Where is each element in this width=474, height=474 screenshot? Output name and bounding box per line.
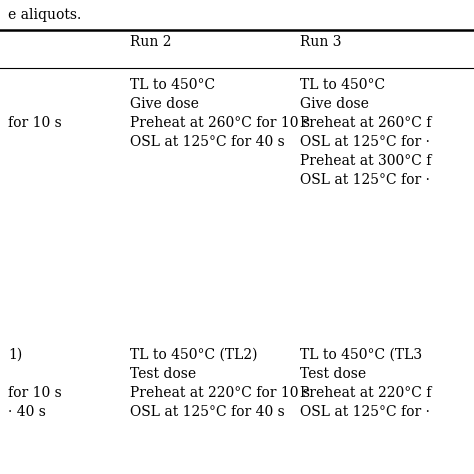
Text: Preheat at 300°C f: Preheat at 300°C f <box>300 154 431 168</box>
Text: TL to 450°C (TL2): TL to 450°C (TL2) <box>130 348 257 362</box>
Text: e aliquots.: e aliquots. <box>8 8 81 22</box>
Text: 1): 1) <box>8 348 22 362</box>
Text: Preheat at 260°C f: Preheat at 260°C f <box>300 116 431 130</box>
Text: · 40 s: · 40 s <box>8 405 46 419</box>
Text: TL to 450°C: TL to 450°C <box>300 78 385 92</box>
Text: OSL at 125°C for 40 s: OSL at 125°C for 40 s <box>130 405 285 419</box>
Text: OSL at 125°C for ·: OSL at 125°C for · <box>300 173 430 187</box>
Text: Run 3: Run 3 <box>300 35 341 49</box>
Text: OSL at 125°C for ·: OSL at 125°C for · <box>300 135 430 149</box>
Text: for 10 s: for 10 s <box>8 116 62 130</box>
Text: Preheat at 220°C f: Preheat at 220°C f <box>300 386 431 400</box>
Text: TL to 450°C: TL to 450°C <box>130 78 215 92</box>
Text: Give dose: Give dose <box>300 97 369 111</box>
Text: Test dose: Test dose <box>300 367 366 381</box>
Text: for 10 s: for 10 s <box>8 386 62 400</box>
Text: Test dose: Test dose <box>130 367 196 381</box>
Text: OSL at 125°C for 40 s: OSL at 125°C for 40 s <box>130 135 285 149</box>
Text: Preheat at 260°C for 10 s: Preheat at 260°C for 10 s <box>130 116 310 130</box>
Text: Give dose: Give dose <box>130 97 199 111</box>
Text: TL to 450°C (TL3: TL to 450°C (TL3 <box>300 348 422 362</box>
Text: Preheat at 220°C for 10 s: Preheat at 220°C for 10 s <box>130 386 310 400</box>
Text: OSL at 125°C for ·: OSL at 125°C for · <box>300 405 430 419</box>
Text: Run 2: Run 2 <box>130 35 172 49</box>
